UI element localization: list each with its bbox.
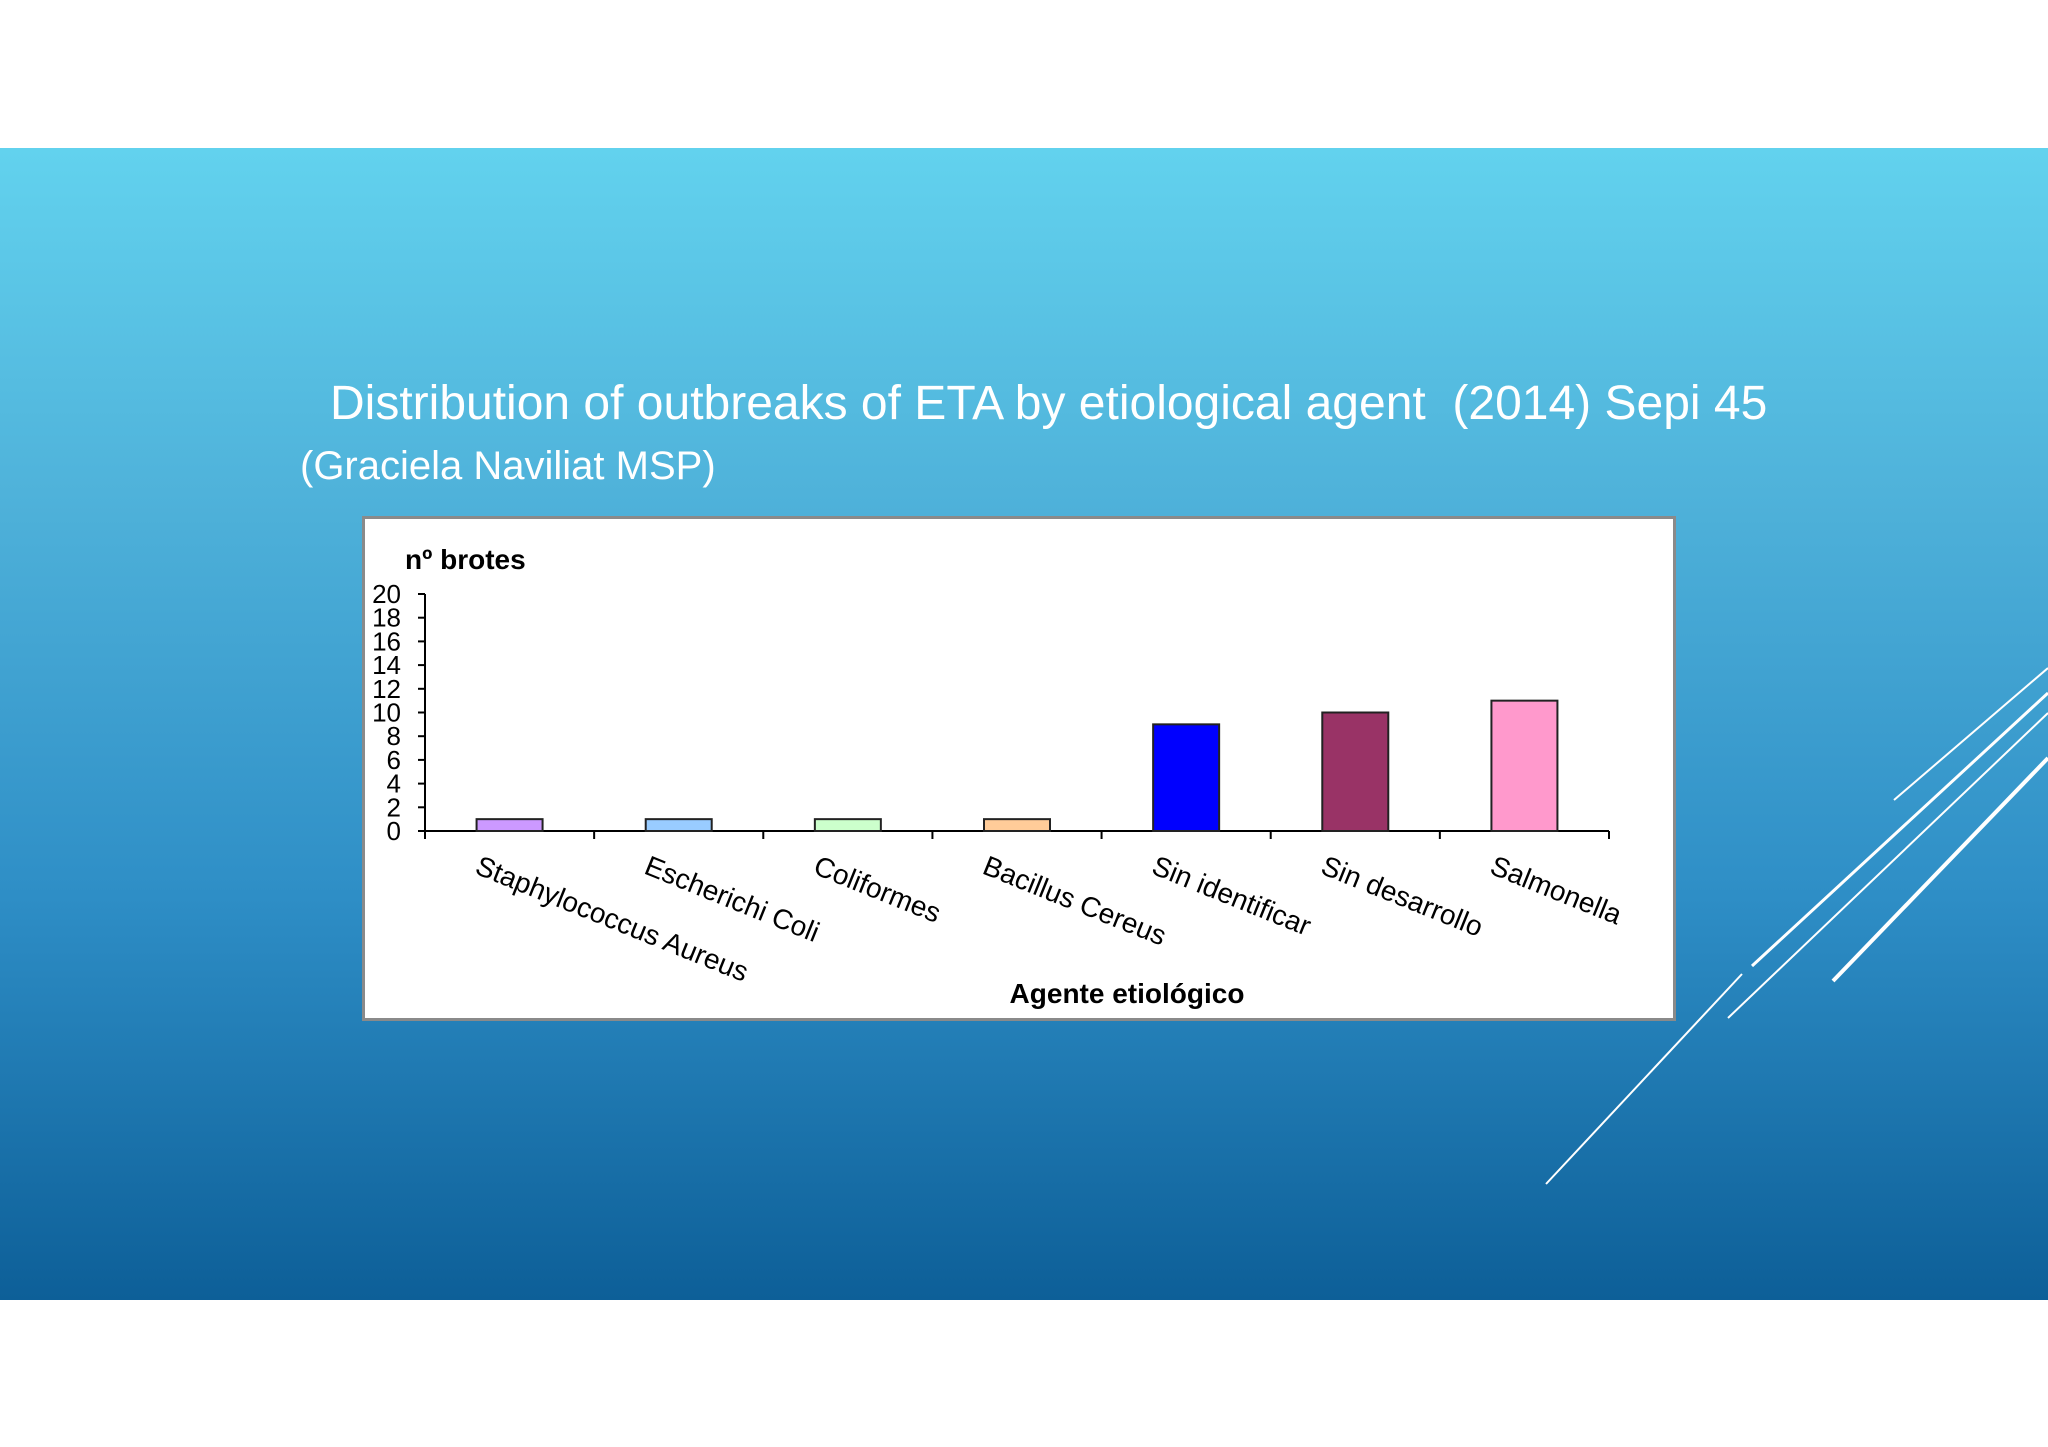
x-tick-label: Sin desarrollo <box>1317 850 1487 943</box>
y-axis-label: nº brotes <box>405 544 526 575</box>
bar <box>475 818 544 832</box>
bar <box>644 818 713 832</box>
y-tick-label: 4 <box>387 769 401 799</box>
bar-chart: nº brotes Agente etiológico 024681012141… <box>372 544 1627 1009</box>
x-tick-label: Bacillus Cereus <box>979 850 1171 952</box>
chart-axes <box>424 594 1610 839</box>
bar <box>983 818 1051 832</box>
chart-bars <box>475 699 1559 833</box>
x-tick-label: Salmonella <box>1486 850 1626 931</box>
y-tick-label: 8 <box>387 721 401 751</box>
y-tick-label: 18 <box>372 603 401 633</box>
slide-background: Distribution of outbreaks of ETA by etio… <box>0 148 2048 1300</box>
y-tick-label: 0 <box>387 816 401 846</box>
y-tick-label: 12 <box>372 674 401 704</box>
y-tick-label: 20 <box>372 579 401 609</box>
slide-title: Distribution of outbreaks of ETA by etio… <box>330 377 1768 430</box>
deco-line <box>1727 712 2048 1019</box>
x-tick-label: Coliformes <box>810 850 946 929</box>
deco-line <box>1545 973 1743 1185</box>
slide-subtitle: (Graciela Naviliat MSP) <box>300 444 716 488</box>
bar <box>1490 699 1559 832</box>
bar <box>1152 723 1221 833</box>
deco-line <box>1831 756 2048 983</box>
deco-line <box>1893 667 2048 801</box>
bar <box>1321 711 1390 832</box>
bar <box>813 818 882 832</box>
y-tick-label: 6 <box>387 745 401 775</box>
y-tick-label: 16 <box>372 626 401 656</box>
y-tick-label: 14 <box>372 650 401 680</box>
deco-line <box>1750 691 2048 968</box>
x-tick-label: Staphylococcus Aureus <box>471 850 752 988</box>
y-tick-label: 2 <box>387 792 401 822</box>
x-tick-label: Sin identificar <box>1148 850 1315 942</box>
chart-frame: nº brotes Agente etiológico 0 2 4 6 8 10 12 14 1… <box>362 516 1676 1021</box>
x-axis-label: Agente etiológico <box>1010 978 1245 1009</box>
y-tick-label: 10 <box>372 698 401 728</box>
decorative-lines <box>1545 667 2048 1185</box>
